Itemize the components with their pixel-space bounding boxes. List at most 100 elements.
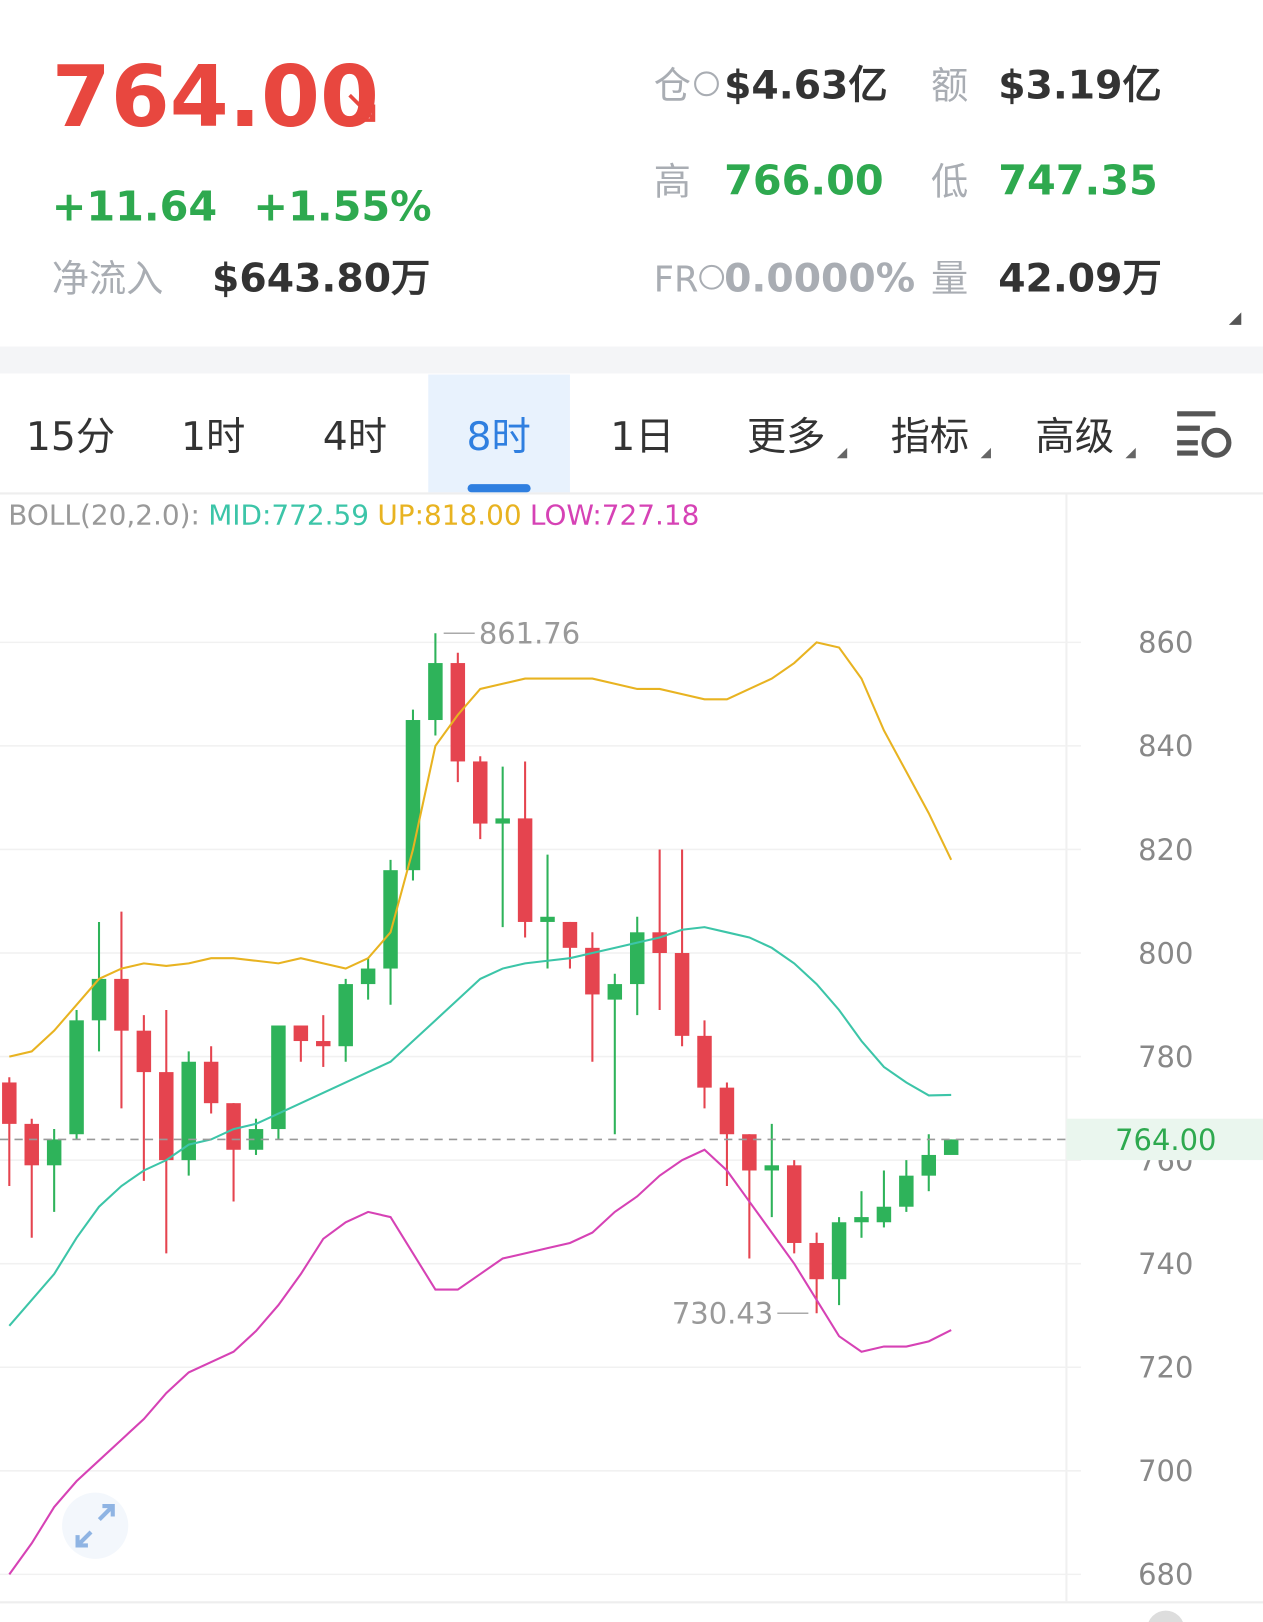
candle-body <box>69 1020 84 1135</box>
y-tick-label: 740 <box>1138 1247 1193 1281</box>
candle-body <box>742 1134 757 1171</box>
scroll-handle[interactable] <box>1147 1610 1184 1622</box>
candle-body <box>585 947 600 995</box>
candle-body <box>831 1222 847 1280</box>
stat-label: 量 <box>931 257 968 301</box>
stat-label: 高 <box>654 159 691 203</box>
candle-body <box>943 1139 959 1155</box>
candle-body <box>697 1035 712 1088</box>
legend-entry: UP:818.00 <box>377 498 521 531</box>
candle-body <box>136 1030 152 1073</box>
tab[interactable]: 高级 <box>1035 415 1114 460</box>
candle-body <box>764 1165 780 1171</box>
tab[interactable]: 更多 <box>747 415 826 460</box>
candle-body <box>473 761 488 824</box>
candle-body <box>854 1217 869 1223</box>
boll-line <box>8 926 952 1327</box>
candle-body <box>248 1129 264 1150</box>
candle-body <box>921 1154 937 1176</box>
fullscreen-button[interactable] <box>62 1492 129 1559</box>
candle-body <box>271 1025 286 1130</box>
help-icon[interactable] <box>699 264 725 290</box>
active-tab-indicator <box>467 484 531 493</box>
candle-body <box>540 916 555 922</box>
stats: 仓 $4.63亿 额 $3.19亿 高 766.00 低 747.35 FR 0… <box>654 63 1162 301</box>
tab[interactable]: 1日 <box>610 415 674 460</box>
change: +11.64 <box>52 182 217 230</box>
stat-value: $4.63亿 <box>724 63 888 108</box>
help-icon[interactable] <box>694 71 719 97</box>
low-marker-label: 730.43 <box>672 1297 773 1331</box>
tab[interactable]: 4时 <box>323 415 387 460</box>
netflow-label: 净流入 <box>52 257 164 301</box>
y-tick-label: 800 <box>1138 936 1193 970</box>
high-marker-label: 861.76 <box>479 617 580 651</box>
indicator-name: BOLL(20,2.0): <box>8 498 200 531</box>
candle-body <box>114 978 129 1031</box>
candle-body <box>899 1175 914 1207</box>
candle-body <box>495 818 510 824</box>
candle-body <box>450 663 466 762</box>
dropdown-caret[interactable] <box>980 447 991 459</box>
candle-body <box>428 663 443 721</box>
stat-label: 额 <box>931 63 968 107</box>
y-tick-label: 820 <box>1138 833 1193 867</box>
candle-body <box>226 1103 241 1150</box>
divider <box>0 346 1263 374</box>
down-arrow <box>348 93 376 122</box>
candle-body <box>46 1139 62 1166</box>
candle-body <box>24 1123 39 1166</box>
candle-body <box>629 932 645 985</box>
candle-body <box>293 1025 309 1042</box>
legend-entry: LOW:727.18 <box>530 498 700 531</box>
indicator-legend: BOLL(20,2.0): MID:772.59 UP:818.00 LOW:727.… <box>8 498 699 531</box>
stat-value: 0.0000% <box>724 257 915 302</box>
candle-body <box>876 1206 892 1223</box>
stat-label: FR <box>654 260 699 301</box>
legend: MID:772.59 UP:818.00 LOW:727.18 <box>208 498 699 531</box>
active-tab-bg <box>428 374 570 493</box>
y-tick-label: 780 <box>1138 1040 1193 1074</box>
tab[interactable]: 指标 <box>891 415 970 460</box>
tab[interactable]: 15分 <box>26 415 115 460</box>
candle-body <box>517 818 533 922</box>
candle-body <box>562 921 578 948</box>
stat-value: 766.00 <box>724 156 884 204</box>
y-tick-label: 860 <box>1138 626 1193 660</box>
settings-icon[interactable] <box>1177 411 1232 458</box>
price: 764.00 <box>52 48 379 147</box>
y-tick-label: 840 <box>1138 729 1193 763</box>
boll-line <box>8 1148 952 1575</box>
stat-value: $3.19亿 <box>998 63 1162 108</box>
y-tick-label: 700 <box>1138 1454 1193 1488</box>
tab-bar: 15分 1时 4时 8时 1日 更多 指标 高级 <box>26 415 1136 460</box>
boll-line <box>9 641 953 1058</box>
y-tick-label: 680 <box>1138 1558 1193 1592</box>
tab[interactable]: 8时 <box>467 415 531 460</box>
stat-label: 仓 <box>654 63 691 107</box>
candle-body <box>203 1061 219 1104</box>
candle-body <box>338 984 353 1047</box>
candle-body <box>360 968 376 985</box>
candle-body <box>719 1087 735 1135</box>
candle-body <box>316 1041 331 1047</box>
candle-body <box>786 1165 802 1243</box>
candle-body <box>91 978 107 1021</box>
stat-label: 低 <box>931 159 968 203</box>
last-price-label: 764.00 <box>1115 1123 1216 1157</box>
tab[interactable]: 1时 <box>181 415 245 460</box>
chart: 680700720740760780800820840860861.76730.… <box>0 617 1263 1592</box>
candle-body <box>674 953 690 1036</box>
candle-body <box>2 1082 17 1124</box>
candle-body <box>607 984 623 1000</box>
change-pct: +1.55% <box>253 182 431 230</box>
y-tick-label: 720 <box>1138 1351 1193 1385</box>
legend-entry: MID:772.59 <box>208 498 369 531</box>
stat-value: 747.35 <box>998 156 1158 204</box>
last-price-box <box>1066 1118 1263 1161</box>
dropdown-caret[interactable] <box>836 447 848 459</box>
candle-body <box>383 870 398 969</box>
